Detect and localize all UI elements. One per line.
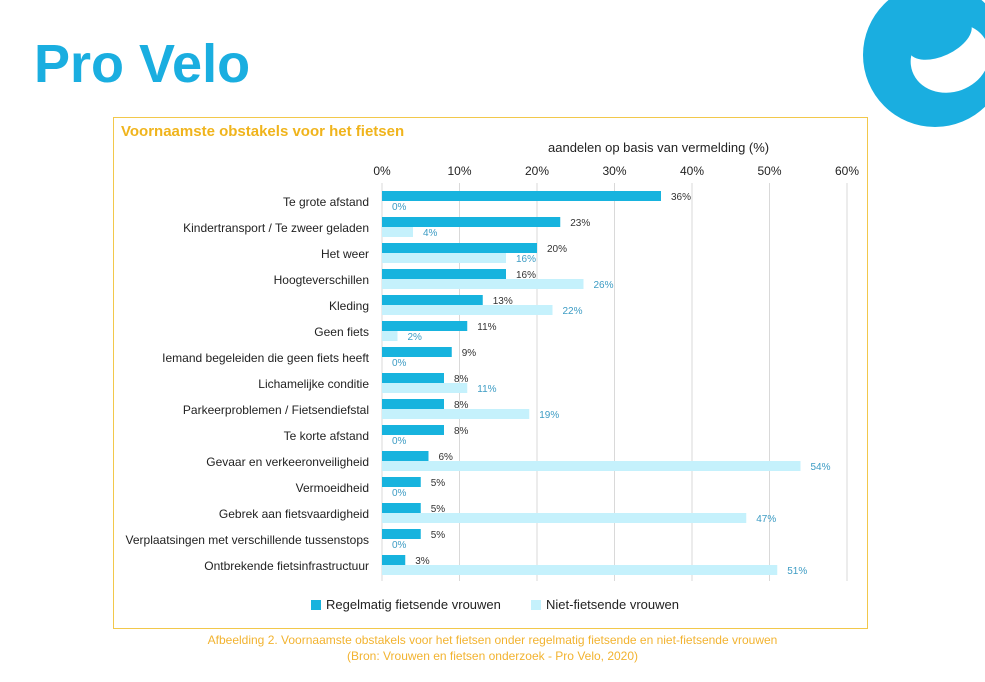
data-label-non-cycling: 54%: [811, 462, 831, 473]
data-label-regular: 13%: [493, 296, 513, 307]
data-label-regular: 3%: [415, 556, 430, 567]
data-label-non-cycling: 0%: [392, 436, 407, 447]
x-tick-label: 20%: [525, 164, 549, 178]
category-label: Geen fiets: [314, 325, 369, 339]
data-label-non-cycling: 19%: [539, 410, 559, 421]
data-label-regular: 5%: [431, 504, 446, 515]
bar-regular: [382, 477, 421, 487]
bar-regular: [382, 503, 421, 513]
bar-non-cycling: [382, 513, 747, 523]
data-label-non-cycling: 0%: [392, 358, 407, 369]
bar-non-cycling: [382, 461, 801, 471]
legend-label-non-cycling: Niet-fietsende vrouwen: [546, 597, 679, 612]
data-label-regular: 23%: [570, 218, 590, 229]
category-label: Te grote afstand: [283, 195, 369, 209]
category-label: Kindertransport / Te zweer geladen: [183, 221, 369, 235]
legend-item-non-cycling: Niet-fietsende vrouwen: [531, 597, 679, 612]
category-label: Te korte afstand: [284, 429, 369, 443]
x-tick-label: 60%: [835, 164, 859, 178]
data-label-non-cycling: 22%: [563, 306, 583, 317]
bar-regular: [382, 347, 452, 357]
bar-non-cycling: [382, 279, 584, 289]
data-label-non-cycling: 51%: [787, 566, 807, 577]
bar-regular: [382, 529, 421, 539]
data-label-non-cycling: 0%: [392, 202, 407, 213]
bar-regular: [382, 191, 661, 201]
category-label: Kleding: [329, 299, 369, 313]
bar-non-cycling: [382, 331, 398, 341]
brand-swirl-icon: [863, 0, 985, 127]
category-label: Hoogteverschillen: [274, 273, 369, 287]
bar-regular: [382, 243, 537, 253]
data-label-regular: 20%: [547, 244, 567, 255]
x-tick-label: 30%: [602, 164, 626, 178]
category-label: Het weer: [321, 247, 369, 261]
x-tick-label: 50%: [757, 164, 781, 178]
data-label-regular: 5%: [431, 530, 446, 541]
data-label-regular: 5%: [431, 478, 446, 489]
data-label-regular: 6%: [439, 452, 454, 463]
bar-regular: [382, 217, 561, 227]
data-label-non-cycling: 26%: [594, 280, 614, 291]
category-label: Iemand begeleiden die geen fiets heeft: [162, 351, 369, 365]
data-label-non-cycling: 11%: [477, 384, 496, 395]
bar-regular: [382, 555, 406, 565]
data-label-regular: 36%: [671, 192, 691, 203]
category-label: Parkeerproblemen / Fietsendiefstal: [183, 403, 369, 417]
data-label-regular: 16%: [516, 270, 536, 281]
category-label: Gevaar en verkeeronveiligheid: [206, 455, 369, 469]
data-label-non-cycling: 4%: [423, 228, 438, 239]
bar-non-cycling: [382, 253, 506, 263]
bar-non-cycling: [382, 565, 778, 575]
data-label-non-cycling: 0%: [392, 540, 407, 551]
chart-title: Voornaamste obstakels voor het fietsen: [121, 123, 405, 140]
data-label-non-cycling: 47%: [756, 514, 776, 525]
bar-regular: [382, 451, 429, 461]
data-label-non-cycling: 0%: [392, 488, 407, 499]
bar-regular: [382, 373, 444, 383]
data-label-regular: 8%: [454, 374, 469, 385]
bar-non-cycling: [382, 383, 468, 393]
data-label-non-cycling: 2%: [408, 332, 423, 343]
x-tick-label: 10%: [447, 164, 471, 178]
x-tick-label: 0%: [373, 164, 391, 178]
data-label-regular: 8%: [454, 400, 469, 411]
data-label-regular: 8%: [454, 426, 469, 437]
x-axis-label: aandelen op basis van vermelding (%): [548, 140, 770, 155]
data-label-regular: 9%: [462, 348, 477, 359]
bar-non-cycling: [382, 305, 553, 315]
category-label: Ontbrekende fietsinfrastructuur: [204, 559, 369, 573]
caption-line-2: (Bron: Vrouwen en fietsen onderzoek - Pr…: [346, 649, 639, 663]
bar-regular: [382, 269, 506, 279]
bar-regular: [382, 321, 468, 331]
category-label: Vermoeidheid: [296, 481, 369, 495]
bar-regular: [382, 295, 483, 305]
category-label: Lichamelijke conditie: [258, 377, 369, 391]
legend-item-regular: Regelmatig fietsende vrouwen: [311, 597, 501, 612]
bar-non-cycling: [382, 227, 413, 237]
category-label: Gebrek aan fietsvaardigheid: [219, 507, 369, 521]
bar-non-cycling: [382, 409, 530, 419]
pro-velo-logo: Pro Velo: [34, 34, 251, 94]
x-tick-label: 40%: [680, 164, 704, 178]
bar-regular: [382, 399, 444, 409]
chart-frame: [113, 117, 868, 629]
caption-line-1: Afbeelding 2. Voornaamste obstakels voor…: [207, 633, 778, 647]
data-label-regular: 11%: [477, 322, 496, 333]
legend-swatch-non-cycling: [531, 599, 541, 610]
figure-caption: Afbeelding 2. Voornaamste obstakels voor…: [0, 632, 985, 664]
legend-swatch-regular: [311, 599, 321, 610]
bar-regular: [382, 425, 444, 435]
data-label-non-cycling: 16%: [516, 254, 536, 265]
legend-label-regular: Regelmatig fietsende vrouwen: [326, 597, 501, 612]
category-label: Verplaatsingen met verschillende tussens…: [126, 533, 369, 547]
